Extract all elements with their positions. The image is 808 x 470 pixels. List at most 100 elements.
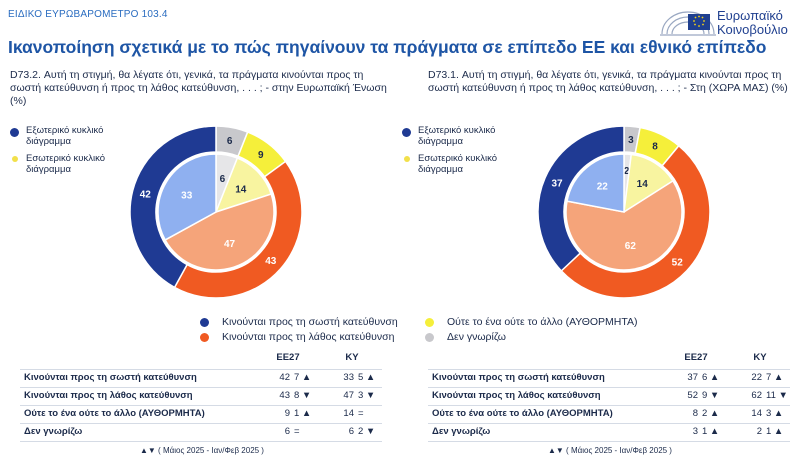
donut-chart-country: 3 8 52 37 2 14 62 22 xyxy=(537,125,711,299)
outer-segment-wrong xyxy=(560,144,711,299)
column-header-ky: ΚΥ xyxy=(753,352,767,363)
page-title: Ικανοποίηση σχετικά με το πώς πηγαίνουν … xyxy=(8,37,767,57)
table-country: ΕΕ27 ΚΥ Κινούνται προς τη σωστή κατεύθυνση… xyxy=(428,350,798,460)
row-divider xyxy=(20,441,382,442)
row-divider xyxy=(20,369,382,370)
inner-label-wrong: 62 xyxy=(625,241,637,252)
row-label: Ούτε το ένα ούτε το άλλο (ΑΥΘΟΡΜΗΤΑ) xyxy=(24,408,205,419)
table-eu: ΕΕ27 ΚΥ Κινούνται προς τη σωστή κατεύθυνση… xyxy=(20,350,390,460)
row-divider xyxy=(428,387,790,388)
inner-label-dk: 6 xyxy=(220,174,226,185)
inner-label-dk: 2 xyxy=(624,166,630,177)
eu27-change: 8 ▼ xyxy=(294,390,312,401)
eu27-change: 6 ▲ xyxy=(702,372,720,383)
column-header-eu27: ΕΕ27 xyxy=(684,352,708,363)
ky-change: 1 ▲ xyxy=(766,426,784,437)
legend-label-wrong: Κινούνται προς τη λάθος κατεύθυνση xyxy=(222,331,395,343)
outer-label-right: 42 xyxy=(140,189,152,200)
outer-ring-label: Εξωτερικό κυκλικό διάγραμμα xyxy=(26,125,104,147)
ky-change: 7 ▲ xyxy=(766,372,784,383)
outer-ring-marker xyxy=(402,128,411,137)
ky-value: 6 xyxy=(348,426,354,437)
eu-flag-icon xyxy=(688,14,710,30)
legend-marker-dk xyxy=(425,333,434,342)
row-label: Ούτε το ένα ούτε το άλλο (ΑΥΘΟΡΜΗΤΑ) xyxy=(432,408,613,419)
row-label: Κινούνται προς τη σωστή κατεύθυνση xyxy=(24,372,197,383)
outer-label-right: 37 xyxy=(551,179,563,190)
column-header-eu27: ΕΕ27 xyxy=(276,352,300,363)
logo-text: Ευρωπαϊκό Κοινοβούλιο xyxy=(717,8,788,37)
eu27-value: 6 xyxy=(284,426,290,437)
outer-segment-right xyxy=(129,125,217,289)
ky-value: 22 xyxy=(751,372,762,383)
eu27-change: 9 ▼ xyxy=(702,390,720,401)
eu27-value: 52 xyxy=(687,390,698,401)
row-label: Κινούνται προς τη λάθος κατεύθυνση xyxy=(432,390,601,401)
outer-label-dk: 3 xyxy=(628,135,634,146)
category-legend: Κινούνται προς τη σωστή κατεύθυνση Κινού… xyxy=(200,316,760,346)
inner-label-right: 22 xyxy=(597,181,609,192)
ky-value: 62 xyxy=(751,390,762,401)
outer-label-dk: 6 xyxy=(227,136,233,147)
row-divider xyxy=(20,387,382,388)
eu27-change: 1 ▲ xyxy=(294,408,312,419)
ky-value: 14 xyxy=(343,408,354,419)
outer-ring-marker xyxy=(10,128,19,137)
inner-segment-wrong xyxy=(164,193,275,271)
row-divider xyxy=(20,405,382,406)
outer-label-neither: 8 xyxy=(652,142,658,153)
eu27-value: 42 xyxy=(279,372,290,383)
outer-segment-right xyxy=(537,125,625,272)
row-divider xyxy=(428,423,790,424)
column-header-ky: ΚΥ xyxy=(345,352,359,363)
row-divider xyxy=(428,369,790,370)
question-country: D73.1. Αυτή τη στιγμή, θα λέγατε ότι, γε… xyxy=(428,69,788,94)
legend-marker-wrong xyxy=(200,333,209,342)
question-eu: D73.2. Αυτή τη στιγμή, θα λέγατε ότι, γε… xyxy=(10,69,387,107)
row-label: Κινούνται προς τη σωστή κατεύθυνση xyxy=(432,372,605,383)
outer-ring-label: Εξωτερικό κυκλικό διάγραμμα xyxy=(418,125,496,147)
row-divider xyxy=(428,405,790,406)
eu27-value: 8 xyxy=(692,408,698,419)
inner-segment-right xyxy=(566,153,625,213)
legend-label-neither: Ούτε το ένα ούτε το άλλο (ΑΥΘΟΡΜΗΤΑ) xyxy=(447,316,638,328)
inner-label-neither: 14 xyxy=(637,179,649,190)
eu27-value: 43 xyxy=(279,390,290,401)
eu27-change: 7 ▲ xyxy=(294,372,312,383)
inner-segment-wrong xyxy=(565,179,683,271)
legend-marker-neither xyxy=(425,318,434,327)
outer-label-wrong: 43 xyxy=(265,256,277,267)
row-label: Δεν γνωρίζω xyxy=(432,426,491,437)
inner-segment-right xyxy=(157,153,217,241)
ky-change: = xyxy=(358,408,364,419)
ky-value: 33 xyxy=(343,372,354,383)
change-note: ▲▼ ( Μάιος 2025 - Ιαν/Φεβ 2025 ) xyxy=(548,446,672,455)
outer-label-wrong: 52 xyxy=(672,258,684,269)
change-note: ▲▼ ( Μάιος 2025 - Ιαν/Φεβ 2025 ) xyxy=(140,446,264,455)
inner-label-right: 33 xyxy=(181,190,193,201)
ky-change: 11 ▼ xyxy=(766,390,788,401)
report-label: ΕΙΔΙΚΟ ΕΥΡΩΒΑΡΟΜΕΤΡΟ 103.4 xyxy=(8,9,168,20)
row-divider xyxy=(20,423,382,424)
eu27-value: 3 xyxy=(692,426,698,437)
eu27-change: = xyxy=(294,426,300,437)
row-label: Δεν γνωρίζω xyxy=(24,426,83,437)
inner-ring-marker xyxy=(12,156,18,162)
row-divider xyxy=(428,441,790,442)
legend-marker-right xyxy=(200,318,209,327)
eu27-change: 1 ▲ xyxy=(702,426,720,437)
row-label: Κινούνται προς τη λάθος κατεύθυνση xyxy=(24,390,193,401)
ky-change: 3 ▼ xyxy=(358,390,376,401)
inner-ring-marker xyxy=(404,156,410,162)
eu27-value: 37 xyxy=(687,372,698,383)
eu27-change: 2 ▲ xyxy=(702,408,720,419)
inner-label-neither: 14 xyxy=(235,184,247,195)
ky-value: 2 xyxy=(756,426,762,437)
inner-ring-label: Εσωτερικό κυκλικό διάγραμμα xyxy=(26,153,106,175)
legend-label-right: Κινούνται προς τη σωστή κατεύθυνση xyxy=(222,316,398,328)
ky-change: 5 ▲ xyxy=(358,372,376,383)
outer-segment-wrong xyxy=(173,160,303,299)
ky-value: 14 xyxy=(751,408,762,419)
ep-logo xyxy=(660,11,716,36)
outer-label-neither: 9 xyxy=(258,150,264,161)
